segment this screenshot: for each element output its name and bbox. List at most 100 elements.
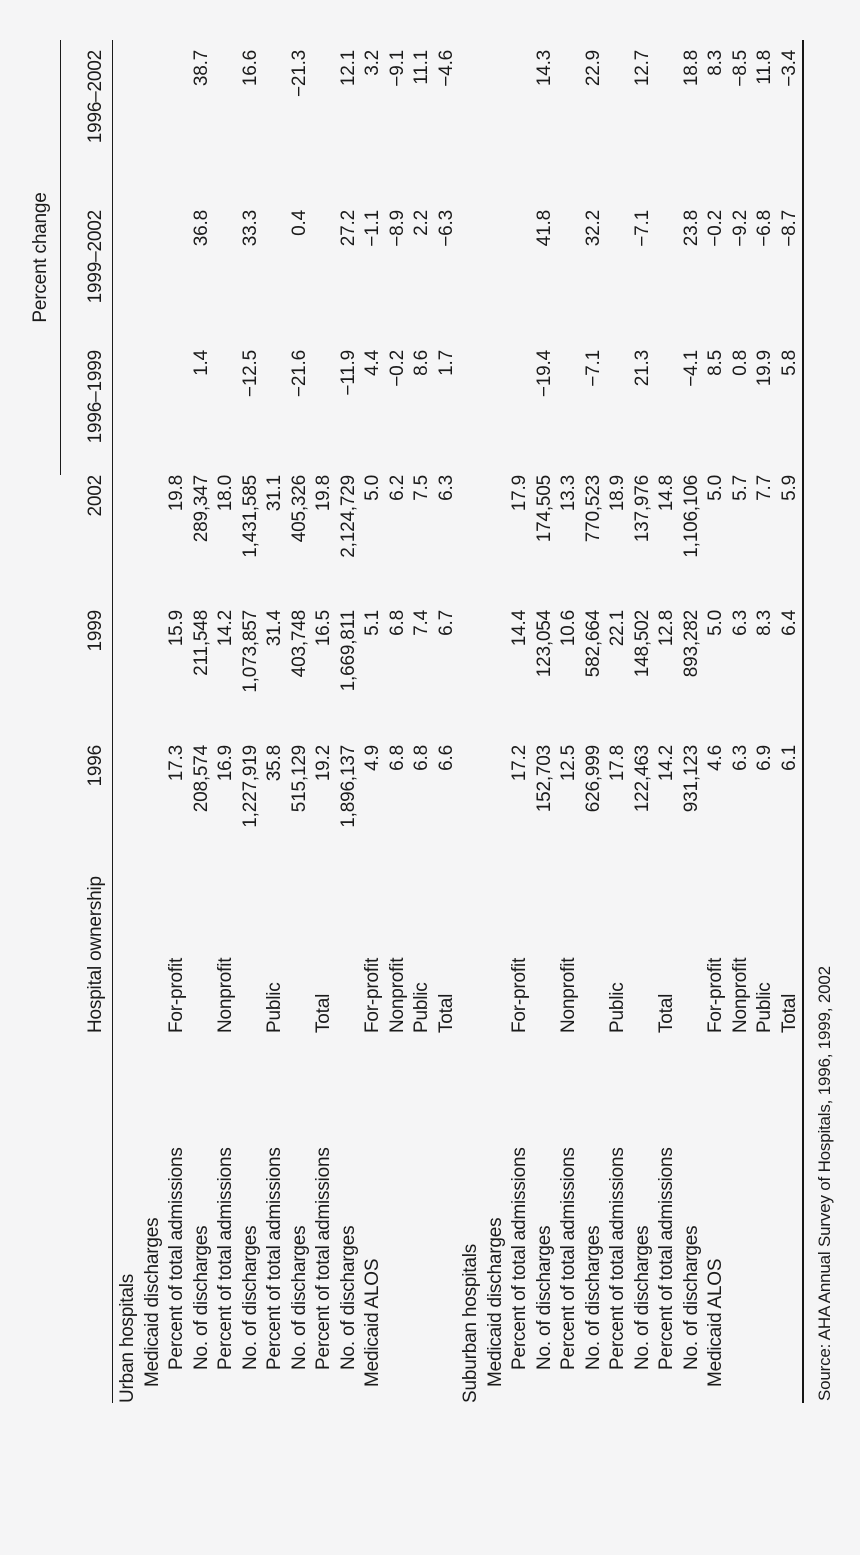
value-cell: 148,502 [631,610,653,678]
value-cell: −21.3 [288,49,310,98]
table-row: No. of discharges 626,999 582,664 770,523 −7… [582,40,607,1403]
value-cell: 33.3 [239,210,261,247]
ownership-cell [190,878,215,1033]
value-cell [459,210,484,350]
value-cell: 6.8 [411,745,432,771]
table-row: Percent of total admissions Nonprofit 16.9… [214,40,239,1403]
table-row: Public 6.9 8.3 7.7 19.9 −6.8 11.8 [753,40,778,1403]
value-cell: 1,896,137 [337,745,359,828]
value-cell: −0.2 [705,210,726,247]
value-cell: 6.7 [435,610,457,636]
value-cell [141,745,166,878]
ownership-cell: For-profit [362,957,383,1033]
value-cell: 931,123 [680,745,702,813]
value-cell: 12.8 [656,610,677,647]
value-cell: 14.2 [656,745,677,782]
value-cell: 4.6 [705,745,726,771]
value-cell: 17.2 [509,745,530,782]
value-cell: 15.9 [166,610,187,647]
table-row: Percent of total admissions For-profit 17.… [508,40,533,1403]
value-cell [141,475,166,610]
value-cell [557,350,582,475]
value-cell [508,210,533,350]
value-cell: 6.3 [435,475,457,501]
row-label: Percent of total admissions [313,1147,334,1370]
value-cell: −19.4 [533,350,555,398]
value-cell: −8.5 [729,49,751,87]
value-cell [214,350,239,475]
value-cell: 4.9 [362,745,383,771]
value-cell: 1.4 [190,350,212,376]
row-label: Medicaid discharges [484,1217,506,1387]
value-cell: 2,124,729 [337,475,359,558]
value-cell: 31.4 [264,610,285,647]
value-cell: 174,505 [533,475,555,543]
row-label: No. of discharges [288,1225,310,1370]
col-header-2002: 2002 [60,475,113,610]
row-label: Percent of total admissions [607,1147,628,1370]
value-cell: −9.1 [386,49,408,87]
col-header-1996-2002: 1996–2002 [60,39,113,210]
column-header-row: Hospital ownership 1996 1999 2002 1996–1… [60,39,113,1403]
value-cell: 18.9 [607,475,628,512]
ownership-cell [582,878,607,1033]
ownership-cell: Nonprofit [729,957,751,1033]
value-cell: −11.9 [337,350,359,396]
ownership-cell: Nonprofit [386,957,408,1033]
value-cell [484,210,509,350]
value-cell: 16.5 [313,610,334,647]
value-cell: 5.7 [729,475,751,501]
value-cell [113,610,141,745]
value-cell: −3.4 [778,49,800,87]
value-cell: 8.3 [754,610,775,636]
value-cell: 1,669,811 [337,610,359,692]
value-cell [508,350,533,475]
value-cell: 289,347 [190,475,212,543]
value-cell: −9.2 [729,210,751,247]
value-cell: 123,054 [533,610,555,678]
value-cell [606,40,631,210]
ownership-cell: Total [656,993,677,1033]
value-cell [263,40,288,210]
value-cell: 582,664 [582,610,604,678]
row-label: Percent of total admissions [509,1147,530,1370]
value-cell: 8.6 [411,350,432,376]
ownership-cell [239,878,264,1033]
value-cell: 5.0 [362,475,383,501]
value-cell: 8.5 [705,350,726,376]
value-cell: −1.1 [362,210,383,247]
value-cell: −8.7 [778,210,800,247]
value-cell: 16.6 [239,49,261,87]
value-cell: 6.8 [386,610,408,636]
value-cell [113,745,141,878]
value-cell [459,350,484,475]
value-cell: 11.8 [754,49,775,85]
table-row: Percent of total admissions Total 14.2 12.8… [655,40,680,1403]
value-cell [263,210,288,350]
col-header-hospital-ownership: Hospital ownership [60,876,113,1033]
value-cell [141,210,166,350]
value-cell: 17.8 [607,745,628,782]
value-cell: 152,703 [533,745,555,813]
value-cell: 7.4 [411,610,432,636]
group-header-row: Percent change [28,39,61,1403]
table-row: Percent of total admissions Public 35.8 31.… [263,40,288,1403]
value-cell: 5.0 [705,610,726,636]
value-cell: 770,523 [582,475,604,543]
value-cell: 5.1 [362,610,383,636]
group-header-spacer [28,475,61,1403]
table-row: Percent of total admissions Total 19.2 16.5… [312,40,337,1403]
value-cell: 19.8 [313,475,334,512]
value-cell: −0.2 [386,350,408,387]
value-cell: −12.5 [239,350,261,398]
table-row: Total 6.6 6.7 6.3 1.7 −6.3 −4.6 [435,40,460,1403]
row-label: No. of discharges [582,1225,604,1370]
value-cell: 211,548 [190,610,212,676]
value-cell: 14.2 [215,610,236,647]
table-row: No. of discharges 515,129 403,748 405,326 −2… [288,40,313,1403]
ownership-cell [113,878,141,1033]
value-cell [484,745,509,878]
value-cell [312,40,337,210]
ownership-cell: Nonprofit [215,957,236,1033]
